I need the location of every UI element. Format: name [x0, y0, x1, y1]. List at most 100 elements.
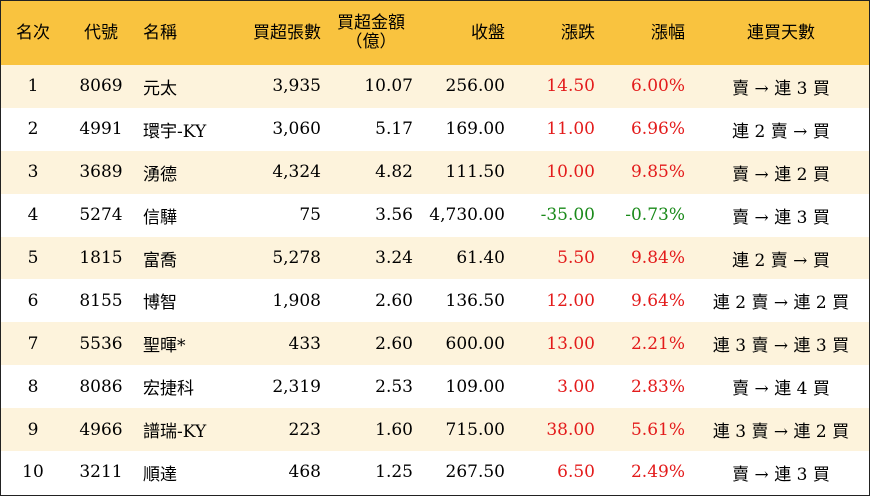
table-row: 8 8086 宏捷科 2,319 2.53 109.00 3.00 2.83% 賣 → 連 4 … — [1, 365, 869, 409]
header-code: 代號 — [84, 22, 118, 43]
cell-pct: 2.49% — [630, 462, 685, 483]
cell-pct: 9.64% — [630, 290, 685, 311]
cell-pct: -0.73% — [625, 205, 685, 226]
cell-close: 267.50 — [445, 462, 505, 483]
cell-rank: 3 — [27, 162, 39, 183]
cell-days: 賣 → 連 3 買 — [732, 464, 830, 485]
cell-pct: 9.84% — [630, 248, 685, 268]
cell-name: 元太 — [143, 78, 177, 99]
header-net-amount: 買超金額 （億） — [321, 1, 421, 65]
cell-rank: 4 — [27, 205, 39, 226]
cell-days: 賣 → 連 4 買 — [732, 379, 830, 400]
table-row: 5 1815 富喬 5,278 3.24 61.40 5.50 9.84% 連 2 賣 → 買 — [1, 236, 869, 280]
header-close: 收盤 — [471, 22, 505, 43]
cell-days: 連 2 賣 → 連 2 買 — [712, 293, 850, 314]
cell-close: 109.00 — [445, 376, 505, 397]
cell-net-amount: 10.07 — [364, 76, 413, 97]
cell-close: 136.50 — [445, 290, 505, 311]
cell-days: 連 3 賣 → 連 3 買 — [712, 336, 850, 357]
cell-code: 3211 — [79, 462, 123, 483]
cell-close: 4,730.00 — [429, 205, 505, 226]
cell-close: 256.00 — [445, 76, 505, 97]
table-row: 9 4966 譜瑞-KY 223 1.60 715.00 38.00 5.61% 連 3 賣 →… — [1, 408, 869, 452]
cell-code: 4991 — [79, 119, 123, 140]
header-pct: 漲幅 — [651, 22, 685, 43]
cell-days: 連 2 賣 → 買 — [732, 121, 830, 142]
cell-net-amount: 3.56 — [375, 205, 413, 226]
header-net-lots: 買超張數 — [253, 22, 321, 43]
cell-net-lots: 2,319 — [272, 376, 321, 397]
table-row: 2 4991 環宇-KY 3,060 5.17 169.00 11.00 6.96% 連 2 賣… — [1, 107, 869, 151]
cell-rank: 8 — [27, 376, 39, 397]
cell-net-amount: 1.60 — [375, 419, 413, 440]
cell-rank: 6 — [27, 290, 39, 311]
cell-days: 連 3 賣 → 連 2 買 — [712, 422, 850, 443]
cell-change: 12.00 — [546, 290, 595, 311]
cell-close: 715.00 — [445, 419, 505, 440]
cell-name: 富喬 — [143, 250, 177, 271]
table-header-row: 名次 代號 名稱 買超張數 買超金額 （億） 收盤 漲跌 漲幅 連買天數 — [1, 1, 869, 65]
header-rank: 名次 — [16, 22, 50, 43]
cell-rank: 1 — [27, 76, 39, 97]
cell-net-lots: 5,278 — [272, 248, 321, 268]
cell-pct: 6.00% — [630, 76, 685, 97]
header-net-amount-line2: （億） — [345, 32, 397, 52]
cell-net-lots: 3,060 — [272, 119, 321, 140]
table-row: 10 3211 順達 468 1.25 267.50 6.50 2.49% 賣 → 連 3 買 — [1, 451, 869, 494]
cell-net-amount: 1.25 — [375, 462, 413, 483]
cell-net-lots: 4,324 — [272, 162, 321, 183]
table-row: 1 8069 元太 3,935 10.07 256.00 14.50 6.00% 賣 → 連 3… — [1, 65, 869, 108]
cell-rank: 10 — [22, 462, 44, 483]
cell-net-amount: 2.53 — [375, 376, 413, 397]
cell-code: 3689 — [79, 162, 123, 183]
cell-name: 聖暉* — [143, 336, 186, 357]
cell-code: 1815 — [79, 248, 123, 268]
cell-net-lots: 223 — [288, 419, 321, 440]
table-row: 6 8155 博智 1,908 2.60 136.50 12.00 9.64% 連 2 賣 → … — [1, 279, 869, 323]
cell-change: 5.50 — [557, 248, 595, 268]
cell-name: 信驊 — [143, 207, 177, 228]
cell-code: 5274 — [79, 205, 123, 226]
cell-change: 38.00 — [546, 419, 595, 440]
cell-code: 8155 — [79, 290, 123, 311]
cell-net-lots: 75 — [299, 205, 321, 226]
cell-net-lots: 3,935 — [272, 76, 321, 97]
table-row: 4 5274 信驊 75 3.56 4,730.00 -35.00 -0.73% 賣 → 連 3… — [1, 193, 869, 237]
header-net-amount-line1: 買超金額 — [337, 13, 405, 33]
cell-close: 111.50 — [445, 162, 505, 183]
cell-name: 宏捷科 — [143, 379, 194, 400]
cell-name: 湧德 — [143, 164, 177, 185]
cell-close: 600.00 — [445, 333, 505, 354]
cell-days: 賣 → 連 3 買 — [732, 78, 830, 99]
cell-net-lots: 468 — [288, 462, 321, 483]
header-days: 連買天數 — [747, 22, 815, 43]
cell-close: 169.00 — [445, 119, 505, 140]
cell-change: 14.50 — [546, 76, 595, 97]
cell-days: 連 2 賣 → 買 — [732, 250, 830, 271]
cell-pct: 9.85% — [630, 162, 685, 183]
cell-change: 13.00 — [546, 333, 595, 354]
cell-pct: 6.96% — [630, 119, 685, 140]
cell-days: 賣 → 連 3 買 — [732, 207, 830, 228]
table-body: 1 8069 元太 3,935 10.07 256.00 14.50 6.00% 賣 → 連 3… — [1, 65, 869, 494]
cell-name: 譜瑞-KY — [143, 422, 207, 443]
cell-change: -35.00 — [540, 205, 595, 226]
cell-net-amount: 2.60 — [375, 333, 413, 354]
header-name: 名稱 — [143, 22, 177, 43]
cell-change: 10.00 — [546, 162, 595, 183]
cell-rank: 5 — [27, 248, 39, 268]
table-row: 3 3689 湧德 4,324 4.82 111.50 10.00 9.85% 賣 → 連 2 … — [1, 150, 869, 194]
cell-code: 5536 — [79, 333, 123, 354]
cell-rank: 2 — [27, 119, 39, 140]
cell-code: 8069 — [79, 76, 123, 97]
cell-net-amount: 5.17 — [375, 119, 413, 140]
cell-net-amount: 3.24 — [375, 248, 413, 268]
cell-pct: 2.21% — [630, 333, 685, 354]
cell-code: 8086 — [79, 376, 123, 397]
cell-net-lots: 1,908 — [272, 290, 321, 311]
cell-pct: 2.83% — [630, 376, 685, 397]
cell-name: 博智 — [143, 293, 177, 314]
cell-name: 順達 — [143, 464, 177, 485]
cell-close: 61.40 — [456, 248, 505, 268]
